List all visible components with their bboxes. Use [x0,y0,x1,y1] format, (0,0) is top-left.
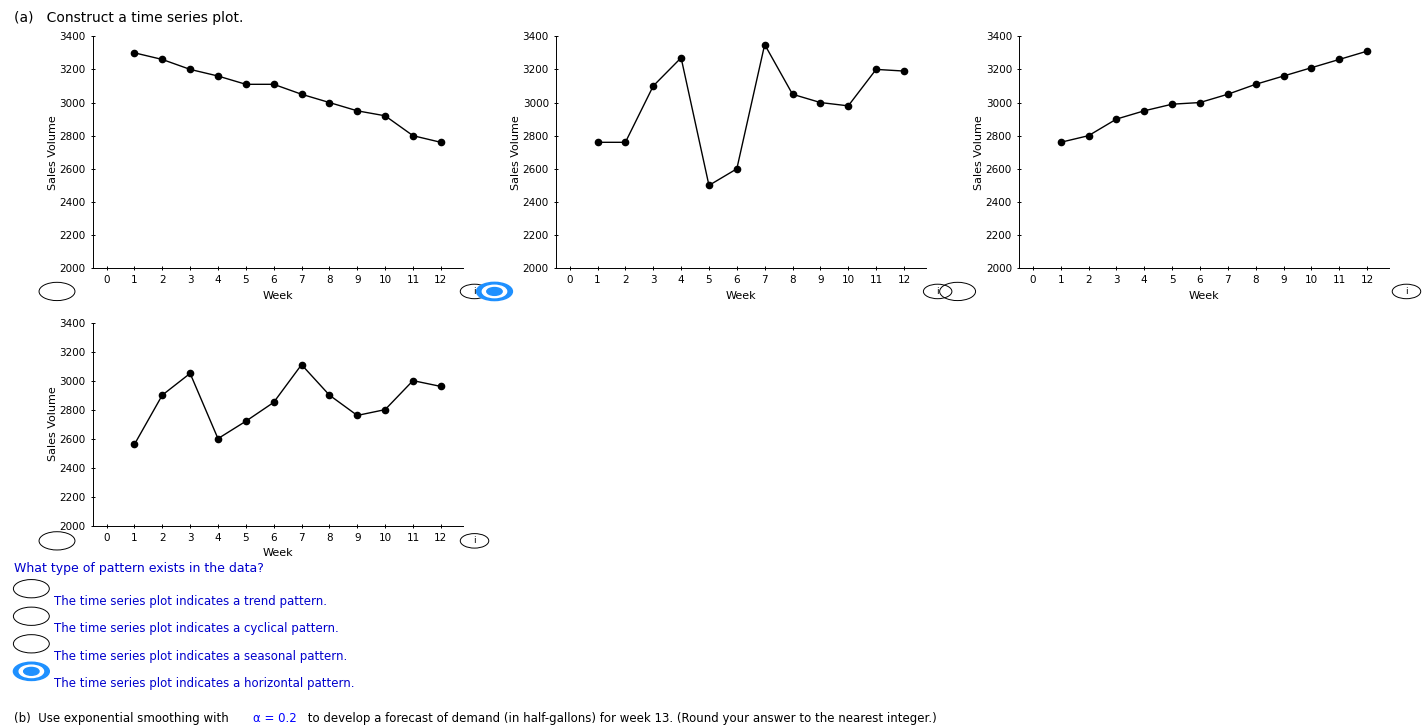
Text: i: i [473,287,476,296]
Text: (a)   Construct a time series plot.: (a) Construct a time series plot. [14,11,244,25]
X-axis label: Week: Week [262,291,294,301]
X-axis label: Week: Week [1188,291,1220,301]
Text: i: i [1405,287,1408,296]
Y-axis label: Sales Volume: Sales Volume [512,115,522,190]
Text: i: i [473,536,476,545]
X-axis label: Week: Week [725,291,757,301]
Y-axis label: Sales Volume: Sales Volume [48,386,58,462]
Text: α = 0.2: α = 0.2 [252,712,296,725]
Y-axis label: Sales Volume: Sales Volume [48,115,58,190]
Text: The time series plot indicates a trend pattern.: The time series plot indicates a trend p… [54,594,328,608]
Y-axis label: Sales Volume: Sales Volume [975,115,985,190]
Text: The time series plot indicates a horizontal pattern.: The time series plot indicates a horizon… [54,677,355,690]
Text: What type of pattern exists in the data?: What type of pattern exists in the data? [14,562,264,575]
Text: (b)  Use exponential smoothing with: (b) Use exponential smoothing with [14,712,232,725]
X-axis label: Week: Week [262,548,294,558]
Text: The time series plot indicates a seasonal pattern.: The time series plot indicates a seasona… [54,650,348,663]
Text: The time series plot indicates a cyclical pattern.: The time series plot indicates a cyclica… [54,622,339,635]
Text: to develop a forecast of demand (in half-gallons) for week 13. (Round your answe: to develop a forecast of demand (in half… [304,712,936,725]
Text: i: i [936,287,939,296]
